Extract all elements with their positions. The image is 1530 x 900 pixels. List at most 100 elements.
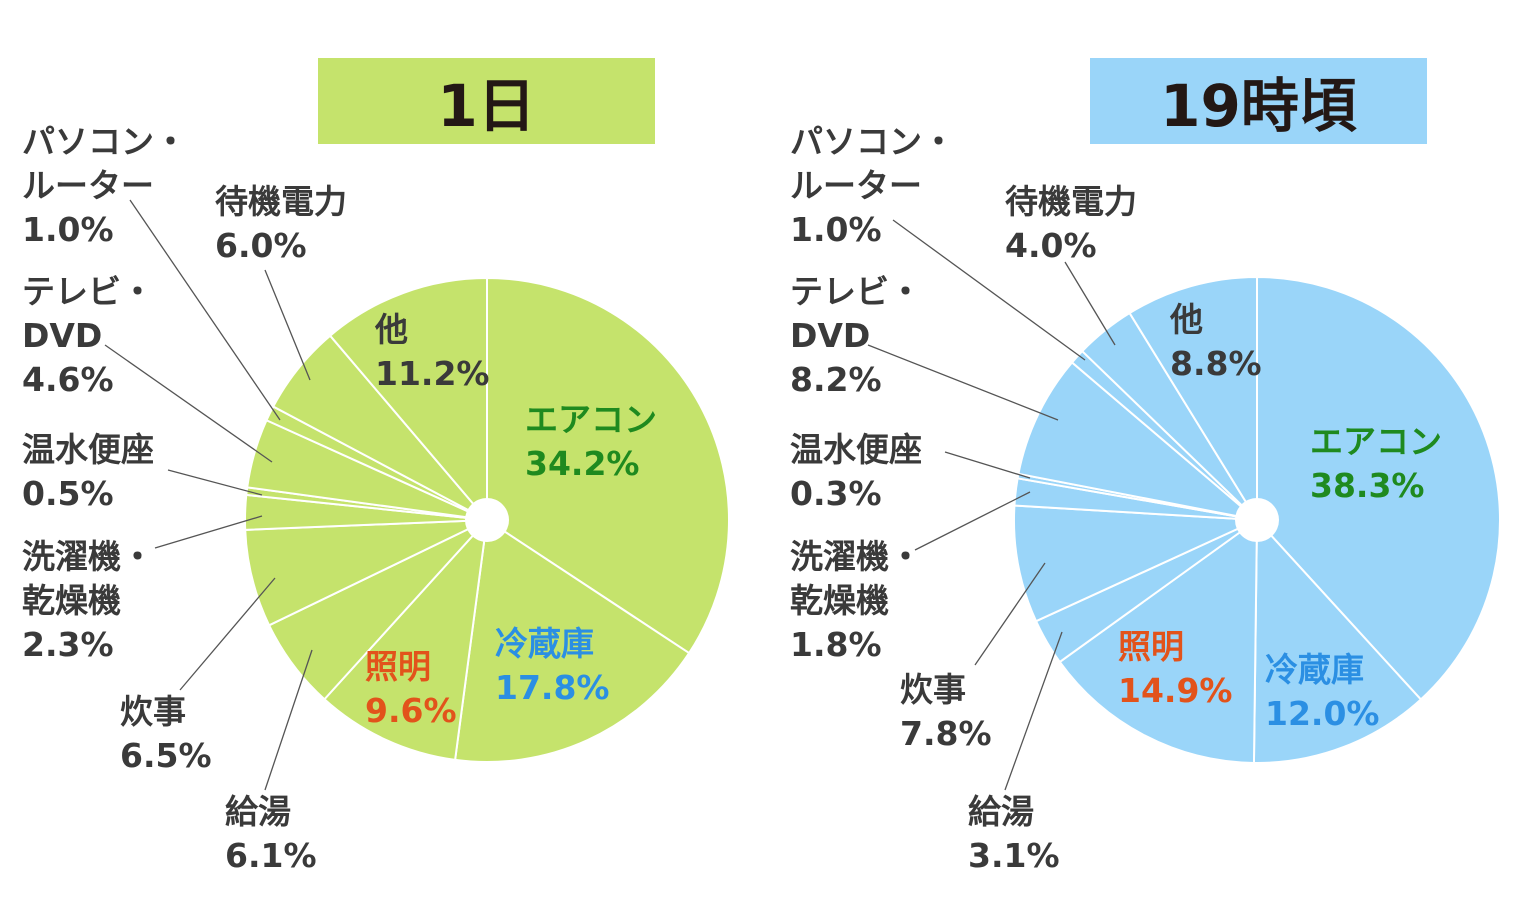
slice-label-tv: テレビ・ DVD 4.6% — [22, 270, 154, 402]
slice-label-standby: 待機電力 4.0% — [1005, 180, 1137, 268]
slice-label-text: 3.1% — [968, 836, 1060, 875]
slice-label-text: 8.2% — [790, 360, 882, 399]
slice-label-tv: テレビ・ DVD 8.2% — [790, 270, 922, 402]
pie-slice-0-10 — [328, 276, 488, 523]
pie-slice-0-1 — [453, 518, 691, 763]
pie-slice-1-1 — [1252, 517, 1423, 764]
slice-label-light: 照明 14.9% — [1118, 625, 1233, 713]
pie-slice-1-7 — [1017, 361, 1261, 522]
slice-label-text: 炊事 — [900, 670, 966, 709]
slice-label-text: 洗濯機・ — [22, 537, 154, 576]
slice-label-other: 他 8.8% — [1170, 298, 1262, 386]
slice-label-text: 6.5% — [120, 736, 212, 775]
slice-label-aircon: エアコン 38.3% — [1310, 420, 1442, 508]
slice-label-text: 乾燥機 — [22, 581, 121, 620]
leader-line — [264, 269, 311, 381]
slice-label-text: 8.8% — [1170, 344, 1262, 383]
slice-label-text: 給湯 — [968, 792, 1034, 831]
slice-label-fridge: 冷蔵庫 12.0% — [1265, 648, 1380, 736]
slice-label-toilet: 温水便座 0.3% — [790, 428, 922, 516]
slice-label-text: 待機電力 — [215, 182, 347, 221]
slice-label-text: 4.6% — [22, 360, 114, 399]
slice-label-text: 17.8% — [495, 668, 610, 707]
pie-center-hole — [1235, 498, 1279, 542]
slice-label-text: 9.6% — [365, 691, 457, 730]
slice-label-standby: 待機電力 6.0% — [215, 180, 347, 268]
leader-line — [892, 219, 1086, 361]
slice-label-text: 温水便座 — [790, 430, 922, 469]
pie-center-hole — [465, 498, 509, 542]
slice-label-pc: パソコン・ルーター 1.0% — [22, 120, 187, 252]
leader-line — [264, 649, 313, 791]
slice-label-text: 1.0% — [22, 210, 114, 249]
leader-line — [154, 515, 263, 549]
slice-label-text: 4.0% — [1005, 226, 1097, 265]
leader-line — [1064, 261, 1116, 346]
slice-label-text: ルーター — [22, 166, 154, 205]
slice-label-aircon: エアコン 34.2% — [525, 398, 657, 486]
slice-label-text: 温水便座 — [22, 430, 154, 469]
slice-label-text: 11.2% — [375, 354, 490, 393]
leader-line — [179, 577, 276, 691]
leader-line — [129, 199, 281, 421]
slice-label-text: 7.8% — [900, 714, 992, 753]
slice-label-wash: 洗濯機・乾燥機 2.3% — [22, 535, 154, 667]
slice-label-text: 14.9% — [1118, 671, 1233, 710]
slice-label-text: パソコン・ — [790, 122, 955, 161]
pie-slice-1-10 — [1128, 275, 1258, 524]
slice-label-text: 1.8% — [790, 625, 882, 664]
slice-label-text: パソコン・ — [22, 122, 187, 161]
slice-label-text: 他 — [1170, 300, 1203, 339]
leader-line — [1004, 631, 1063, 791]
slice-label-text: 38.3% — [1310, 466, 1425, 505]
pie-slice-1-0 — [1256, 275, 1501, 701]
slice-label-text: ルーター — [790, 166, 922, 205]
slice-label-text: 0.5% — [22, 474, 114, 513]
slice-label-water: 給湯 3.1% — [968, 790, 1060, 878]
slice-label-text: 34.2% — [525, 444, 640, 483]
slice-label-cook: 炊事 7.8% — [900, 668, 992, 756]
leader-line — [104, 344, 273, 463]
slice-label-text: 照明 — [1118, 627, 1184, 666]
slice-label-text: 待機電力 — [1005, 182, 1137, 221]
slice-label-water: 給湯 6.1% — [225, 790, 317, 878]
slice-label-text: 6.1% — [225, 836, 317, 875]
slice-label-other: 他 11.2% — [375, 308, 490, 396]
slice-label-text: 冷蔵庫 — [495, 624, 594, 663]
slice-label-text: 他 — [375, 310, 408, 349]
slice-label-light: 照明 9.6% — [365, 645, 457, 733]
slice-label-text: テレビ・ — [22, 272, 154, 311]
pie-slice-1-2 — [1058, 518, 1259, 764]
slice-label-text: エアコン — [1310, 422, 1442, 461]
slice-label-text: 6.0% — [215, 226, 307, 265]
leader-line — [867, 344, 1059, 421]
pie-slice-0-2 — [323, 516, 489, 762]
slice-label-text: テレビ・ — [790, 272, 922, 311]
chart-title-day: 1日 — [318, 58, 655, 144]
slice-label-fridge: 冷蔵庫 17.8% — [495, 622, 610, 710]
slice-label-text: 乾燥機 — [790, 581, 889, 620]
slice-label-text: 0.3% — [790, 474, 882, 513]
chart-title-19h: 19時頃 — [1090, 58, 1427, 144]
slice-label-text: 洗濯機・ — [790, 537, 922, 576]
slice-label-text: 照明 — [365, 647, 431, 686]
slice-label-text: DVD — [790, 316, 871, 355]
slice-label-text: 炊事 — [120, 692, 186, 731]
slice-label-wash: 洗濯機・乾燥機 1.8% — [790, 535, 922, 667]
leader-line — [914, 491, 1031, 551]
slice-label-text: 12.0% — [1265, 694, 1380, 733]
pie-slice-1-4 — [1013, 504, 1258, 623]
slice-label-text: 2.3% — [22, 625, 114, 664]
slice-label-pc: パソコン・ルーター 1.0% — [790, 120, 955, 252]
slice-label-text: DVD — [22, 316, 103, 355]
slice-label-text: 1.0% — [790, 210, 882, 249]
leader-line — [944, 451, 1031, 479]
slice-label-text: 冷蔵庫 — [1265, 650, 1364, 689]
slice-label-toilet: 温水便座 0.5% — [22, 428, 154, 516]
slice-label-text: エアコン — [525, 400, 657, 439]
slice-label-text: 給湯 — [225, 792, 291, 831]
slice-label-cook: 炊事 6.5% — [120, 690, 212, 778]
leader-line — [167, 469, 263, 496]
leader-line — [974, 562, 1046, 666]
